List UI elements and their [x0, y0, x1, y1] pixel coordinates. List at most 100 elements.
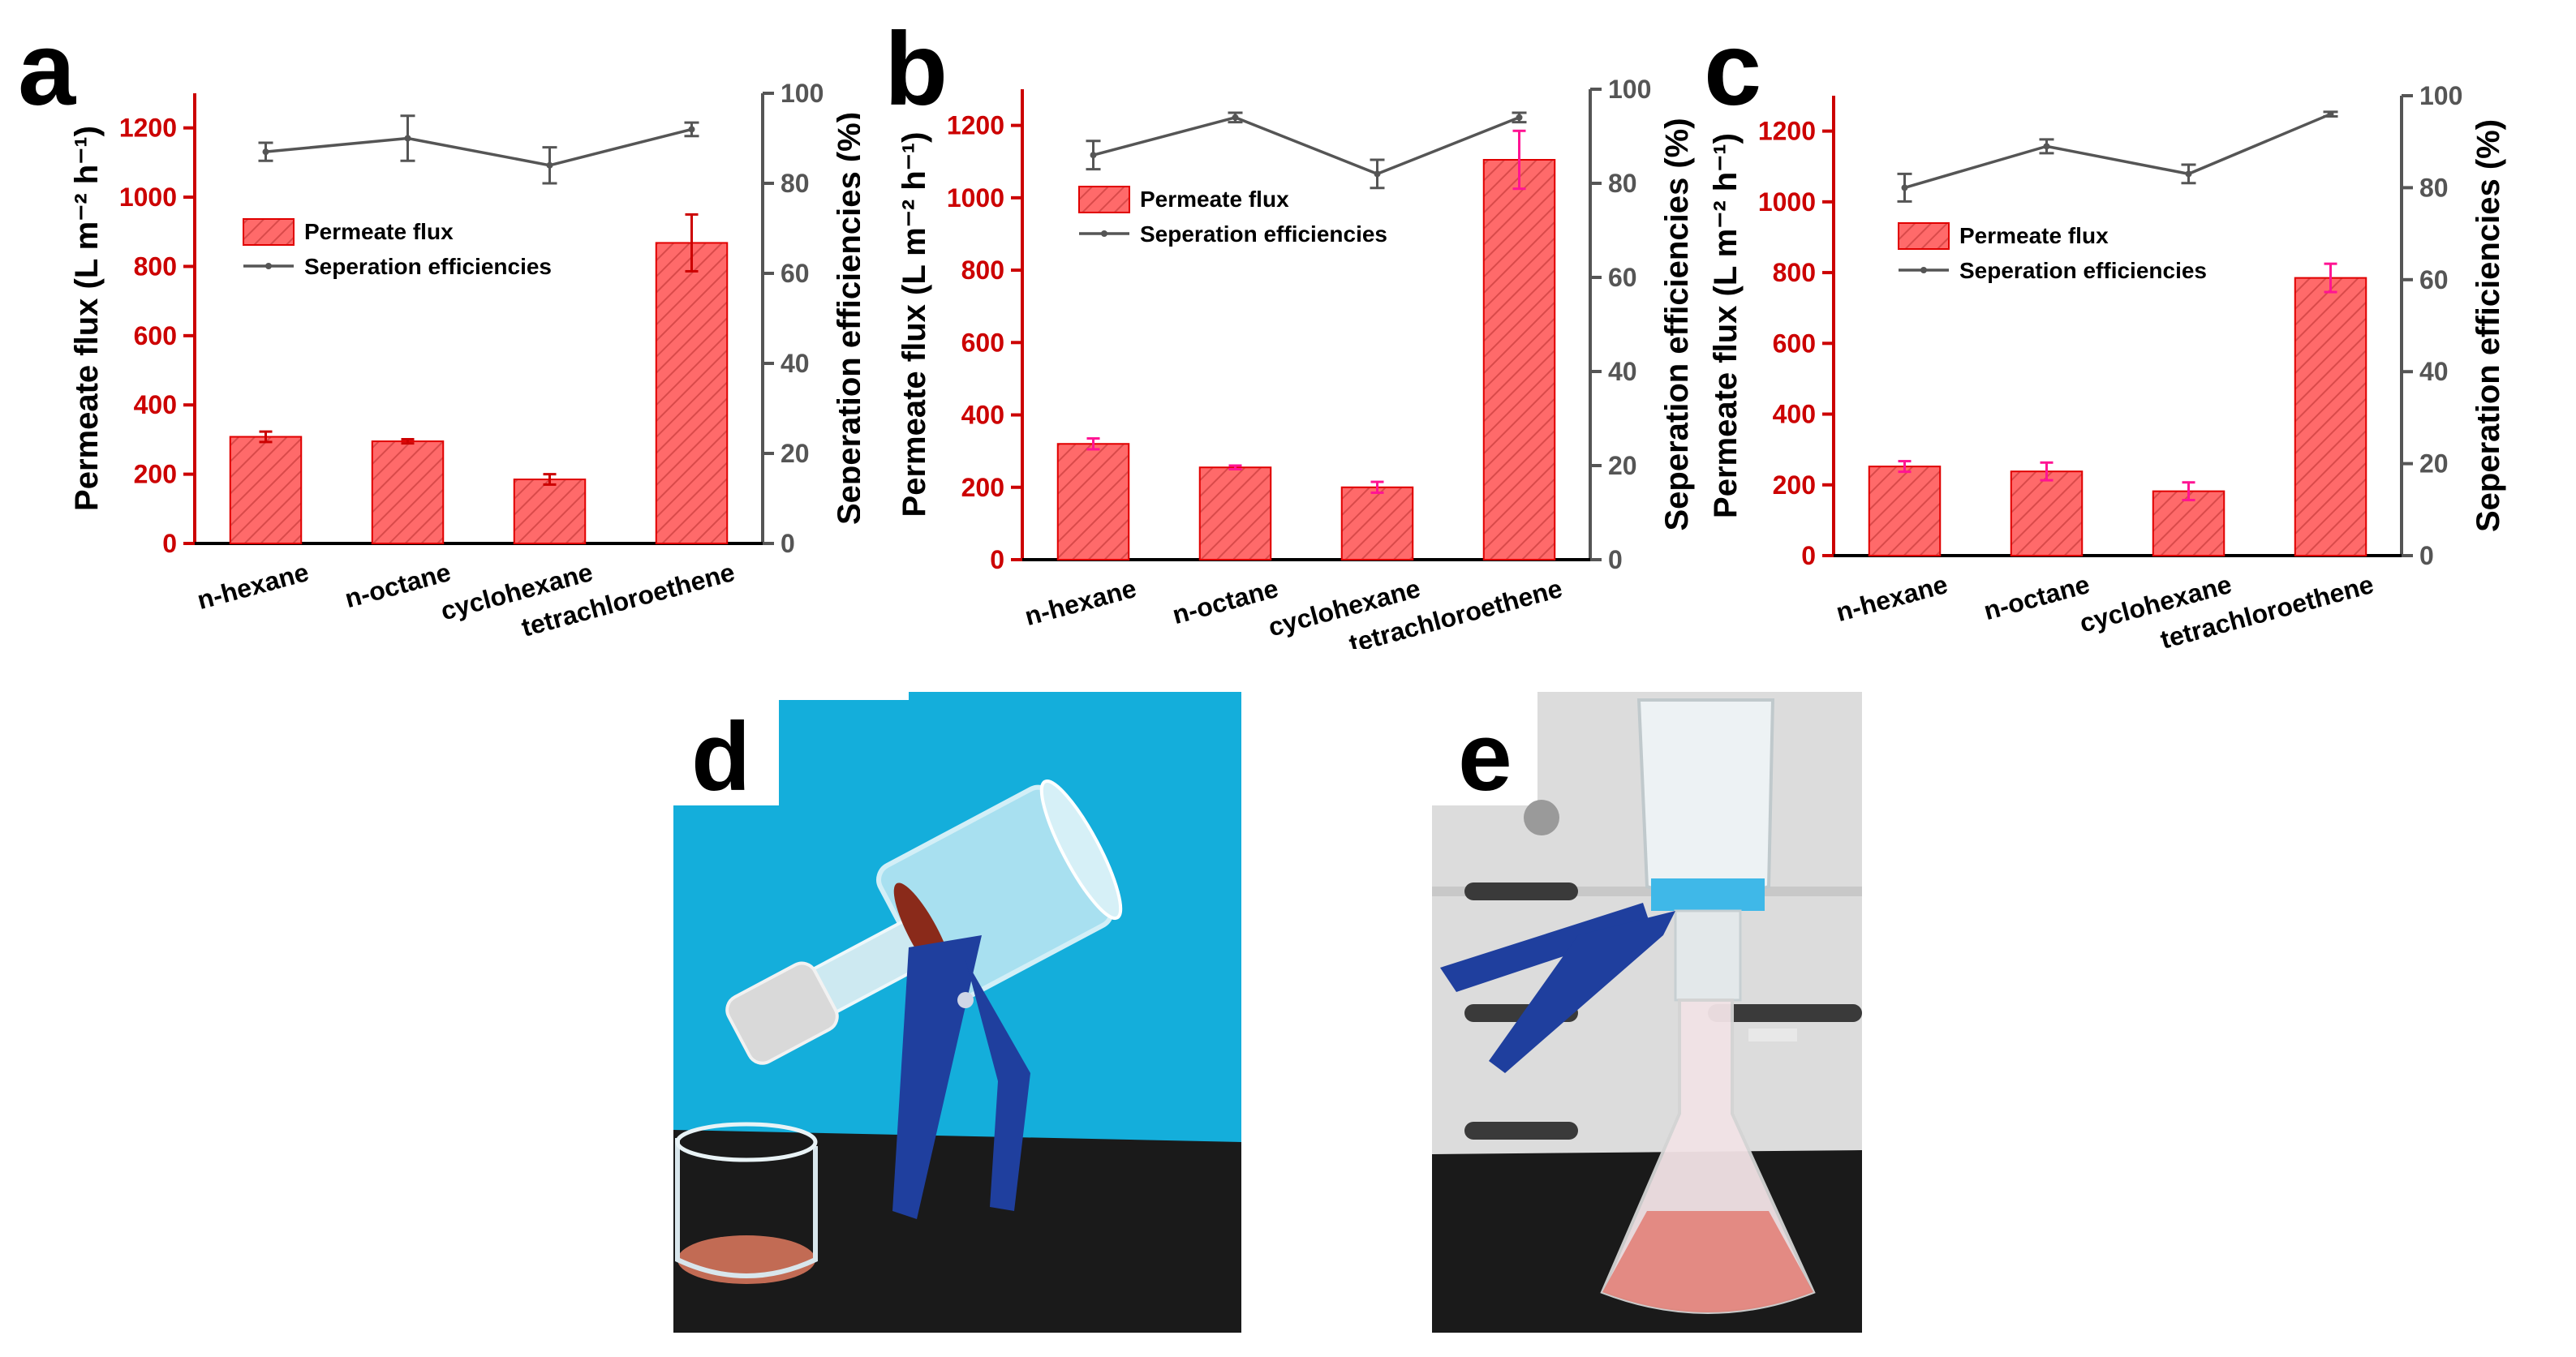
flux-bar — [2294, 277, 2367, 556]
chart-panel-a: a 0 200 400 600 800 1000 1200 0 20 40 60 80 100 Perme… — [0, 0, 860, 649]
left-tick-label: 0 — [1801, 541, 1816, 570]
chart-panel-b: b 0 200 400 600 800 1000 1200 0 20 40 60 80 100 Perme… — [860, 0, 1720, 650]
chart-a: 0 200 400 600 800 1000 1200 0 20 40 60 80 100 Permeat… — [69, 79, 860, 642]
right-tick-label: 40 — [2419, 357, 2449, 386]
flux-bar — [513, 479, 587, 544]
legend-flux-swatch — [243, 218, 295, 246]
flux-bar — [1482, 159, 1556, 560]
efficiency-point — [1516, 114, 1523, 121]
flux-bar — [229, 436, 303, 544]
photo-e-illustration — [1432, 692, 1862, 1333]
category-label: n-hexane — [1021, 573, 1139, 631]
right-tick-label: 0 — [781, 529, 795, 558]
right-tick-label: 60 — [781, 259, 810, 288]
chart-c: 0 200 400 600 800 1000 1200 0 20 40 60 80 100 Permeat… — [1708, 81, 2506, 649]
flux-bar — [1868, 466, 1942, 556]
right-tick-label: 40 — [1608, 357, 1637, 386]
left-tick-label: 1200 — [1758, 117, 1816, 146]
efficiency-line — [1093, 115, 1520, 176]
flux-bar — [371, 440, 445, 544]
right-tick-label: 20 — [781, 439, 810, 468]
left-tick-label: 600 — [961, 328, 1004, 357]
left-tick-label: 600 — [134, 321, 177, 350]
efficiency-point — [2185, 170, 2192, 178]
panel-label-c: c — [1704, 11, 1762, 127]
efficiency-point — [688, 126, 695, 133]
left-tick-label: 400 — [134, 390, 177, 419]
legend-flux-swatch — [1078, 186, 1130, 213]
legend-efficiency-marker — [1920, 267, 1927, 273]
efficiency-point — [262, 148, 269, 156]
right-tick-label: 40 — [781, 349, 810, 378]
left-tick-label: 200 — [1773, 470, 1816, 500]
right-tick-label: 60 — [2419, 265, 2449, 294]
left-tick-label: 0 — [990, 545, 1004, 574]
efficiency-point — [2327, 110, 2334, 118]
photo-d-illustration — [673, 692, 1241, 1333]
chart-b: 0 200 400 600 800 1000 1200 0 20 40 60 80 100 Permeat… — [897, 75, 1695, 649]
flux-bar — [2152, 490, 2226, 556]
photo-panel-e: e — [1432, 692, 1862, 1333]
right-tick-label: 20 — [1608, 451, 1637, 480]
left-tick-label: 200 — [961, 473, 1004, 502]
y-axis-label: Permeate flux (L m⁻² h⁻¹) — [1708, 133, 1744, 518]
efficiency-line — [265, 127, 692, 167]
legend-efficiency-marker — [1101, 230, 1107, 237]
flux-bar — [1340, 486, 1414, 560]
left-tick-label: 1000 — [119, 183, 177, 212]
left-tick-label: 400 — [961, 401, 1004, 430]
category-label: n-octane — [1980, 569, 2092, 625]
flux-bar — [655, 242, 729, 544]
legend-efficiency-label: Seperation efficiencies — [1140, 221, 1387, 247]
flux-bar — [2010, 470, 2084, 556]
right-tick-label: 80 — [2419, 173, 2449, 202]
right-tick-label: 100 — [2419, 81, 2462, 110]
right-tick-label: 60 — [1608, 263, 1637, 292]
left-tick-label: 1000 — [947, 183, 1004, 213]
left-tick-label: 800 — [1773, 258, 1816, 287]
category-label: n-octane — [1169, 573, 1281, 629]
chart-panel-c: c 0 200 400 600 800 1000 1200 0 20 40 60 80 100 Perme… — [1671, 0, 2576, 650]
efficiency-line — [1904, 113, 2332, 190]
legend-flux-swatch — [1898, 222, 1950, 250]
category-label: n-hexane — [194, 557, 312, 615]
efficiency-point — [2043, 143, 2050, 150]
left-tick-label: 200 — [134, 460, 177, 489]
y-axis-label: Permeate flux (L m⁻² h⁻¹) — [897, 132, 932, 517]
efficiency-point — [404, 135, 411, 142]
left-tick-label: 800 — [961, 256, 1004, 285]
left-tick-label: 600 — [1773, 329, 1816, 358]
efficiency-point — [546, 161, 553, 169]
left-tick-label: 400 — [1773, 400, 1816, 429]
legend-efficiency-label: Seperation efficiencies — [304, 254, 552, 279]
y2-axis-label: Seperation efficiencies (%) — [1659, 118, 1695, 530]
right-tick-label: 100 — [1608, 75, 1651, 104]
left-tick-label: 1000 — [1758, 187, 1816, 217]
efficiency-point — [1374, 170, 1381, 178]
y2-axis-label: Seperation efficiencies (%) — [2471, 119, 2506, 532]
y-axis-label: Permeate flux (L m⁻² h⁻¹) — [69, 126, 105, 511]
flux-bar — [1056, 443, 1130, 560]
legend-efficiency-marker — [265, 263, 272, 269]
panel-label-a: a — [18, 11, 76, 127]
legend-efficiency-label: Seperation efficiencies — [1959, 258, 2207, 283]
panel-label-b: b — [884, 11, 948, 127]
y2-axis-label: Seperation efficiencies (%) — [832, 112, 860, 525]
efficiency-point — [1090, 152, 1097, 159]
right-tick-label: 0 — [1608, 545, 1623, 574]
right-tick-label: 80 — [781, 169, 810, 198]
legend-flux-label: Permeate flux — [1140, 187, 1289, 212]
right-tick-label: 0 — [2419, 541, 2434, 570]
right-tick-label: 20 — [2419, 449, 2449, 479]
category-label: n-octane — [342, 557, 454, 613]
left-tick-label: 1200 — [947, 111, 1004, 140]
legend-flux-label: Permeate flux — [304, 219, 454, 244]
panel-label-d: d — [691, 702, 751, 811]
category-label: n-hexane — [1833, 569, 1950, 627]
efficiency-point — [1901, 184, 1908, 191]
left-tick-label: 1200 — [119, 114, 177, 143]
panel-label-e: e — [1458, 702, 1512, 811]
left-tick-label: 0 — [162, 529, 177, 558]
efficiency-point — [1232, 114, 1239, 121]
left-tick-label: 800 — [134, 251, 177, 281]
